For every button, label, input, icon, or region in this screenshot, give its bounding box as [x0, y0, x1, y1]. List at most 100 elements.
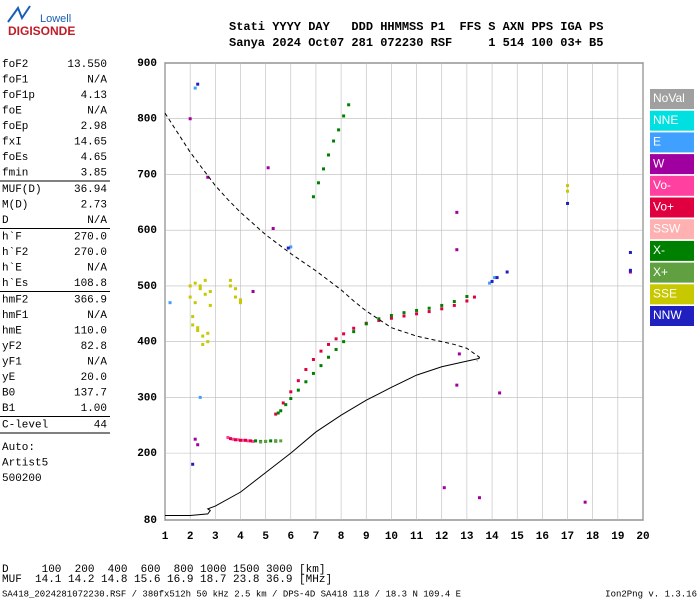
- param-label: h`Es: [2, 277, 28, 290]
- echo-point: [628, 250, 632, 254]
- plot-frame: [164, 62, 644, 521]
- x-tick-label: 18: [586, 531, 600, 543]
- x-tick-label: 20: [636, 531, 649, 543]
- echo-point: [196, 329, 200, 333]
- param-value: 20.0: [81, 372, 107, 384]
- param-value: 2.73: [81, 199, 107, 211]
- echo-point: [249, 439, 253, 443]
- param-label: yE: [2, 372, 16, 384]
- y-tick-label: 300: [137, 392, 157, 404]
- x-tick-label: 19: [611, 531, 624, 543]
- x-tick-label: 17: [561, 531, 574, 543]
- legend-swatch: [650, 306, 694, 326]
- param-value: 366.9: [74, 294, 107, 306]
- x-tick-label: 13: [460, 531, 474, 543]
- legend-swatch: [650, 154, 694, 175]
- x-tick-label: 12: [435, 531, 448, 543]
- echo-point: [311, 371, 315, 375]
- echo-point: [193, 437, 197, 441]
- param-label: B1: [2, 403, 16, 415]
- x-tick-label: 11: [410, 531, 424, 543]
- echo-point: [296, 388, 300, 392]
- legend-label: SSE: [653, 286, 677, 300]
- echo-point: [427, 306, 431, 310]
- echo-point: [389, 313, 393, 317]
- echo-point: [477, 496, 481, 500]
- muf-table-row: D 100 200 400 600 800 1000 1500 3000 [km…: [2, 564, 325, 576]
- param-label: foF1: [2, 74, 29, 86]
- echo-point: [327, 355, 331, 359]
- echo-point: [455, 248, 459, 252]
- echo-point: [347, 103, 351, 107]
- legend-label: X-: [653, 243, 665, 257]
- y-tick-label: 600: [137, 225, 157, 237]
- x-tick-label: 10: [385, 531, 398, 543]
- param-label: M(D): [2, 199, 28, 211]
- logo-icon: [7, 5, 31, 23]
- echo-point: [566, 201, 570, 205]
- echo-point: [193, 301, 197, 305]
- x-tick-label: 14: [485, 531, 499, 543]
- legend-swatch: [650, 110, 694, 131]
- param-label: h`E: [2, 261, 22, 274]
- y-tick-label: 400: [137, 337, 157, 349]
- echo-point: [442, 486, 446, 490]
- echo-point: [415, 308, 419, 312]
- echo-point: [457, 352, 461, 356]
- profile-curve: [164, 112, 481, 362]
- x-tick-label: 3: [212, 531, 219, 543]
- echo-point: [628, 270, 632, 274]
- echo-point: [271, 227, 275, 231]
- param-label: foEp: [2, 121, 28, 133]
- param-label: D: [2, 215, 9, 227]
- echo-point: [244, 438, 248, 442]
- echo-point: [286, 246, 290, 250]
- echo-point: [191, 462, 195, 466]
- param-value: 13.550: [67, 59, 107, 71]
- echo-point: [231, 437, 235, 441]
- y-tick-label: 700: [137, 169, 157, 181]
- legend-swatch: [650, 197, 694, 218]
- echo-point: [196, 443, 200, 447]
- echo-point: [319, 364, 323, 368]
- echo-point: [206, 175, 210, 179]
- echo-point: [228, 284, 232, 288]
- param-label: B0: [2, 387, 15, 399]
- legend-label: Vo+: [653, 200, 674, 214]
- echo-point: [228, 437, 232, 441]
- param-value: 4.65: [81, 152, 107, 164]
- param-label: yF2: [2, 341, 22, 353]
- param-value: 270.0: [74, 231, 107, 243]
- echo-point: [465, 299, 469, 303]
- echo-point: [352, 330, 356, 334]
- echo-point: [188, 117, 192, 121]
- param-value: 44: [94, 419, 108, 431]
- param-label: hmF1: [2, 310, 29, 322]
- y-tick-label: 200: [137, 448, 157, 460]
- param-label: hmE: [2, 325, 22, 337]
- legend-label: NNE: [653, 113, 678, 127]
- y-tick-label: 80: [144, 515, 157, 527]
- echo-point: [296, 379, 300, 383]
- param-value: 82.8: [81, 341, 107, 353]
- echo-point: [455, 210, 459, 214]
- echo-point: [284, 403, 288, 407]
- legend-swatch: [650, 132, 694, 153]
- echo-point: [505, 270, 509, 274]
- echo-point: [402, 314, 406, 318]
- legend-swatch: [650, 175, 694, 196]
- echo-point: [566, 184, 570, 188]
- echo-point: [233, 287, 237, 291]
- echo-point: [236, 438, 240, 442]
- echo-point: [583, 500, 587, 504]
- echo-point: [289, 245, 293, 249]
- echo-point: [266, 166, 270, 170]
- legend-label: E: [653, 135, 661, 149]
- echo-point: [311, 357, 315, 361]
- x-tick-label: 6: [287, 531, 294, 543]
- echo-point: [389, 316, 393, 320]
- echo-point: [440, 303, 444, 307]
- echo-point: [342, 340, 346, 344]
- echo-point: [269, 439, 273, 443]
- param-value: 4.13: [81, 90, 107, 102]
